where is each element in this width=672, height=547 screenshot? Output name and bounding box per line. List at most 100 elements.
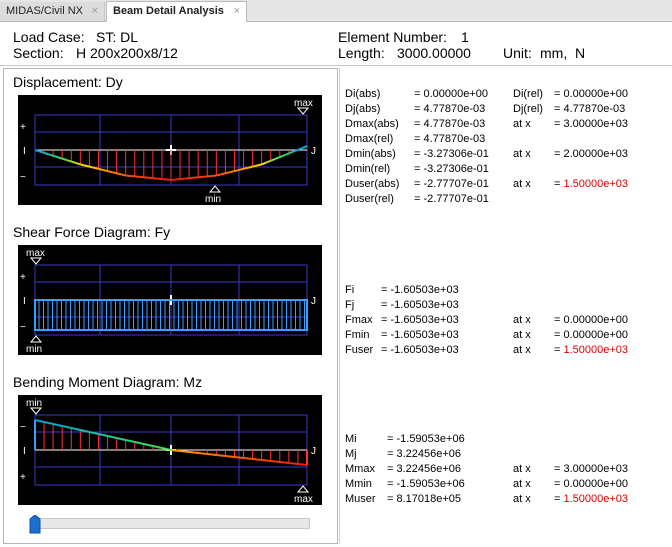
min-marker xyxy=(29,335,43,343)
moment-curve xyxy=(234,456,240,459)
moment-result-key: Mi xyxy=(345,433,357,445)
minus-sign: − xyxy=(20,422,26,433)
displacement-result-position-key: Di(rel) xyxy=(513,88,543,100)
displacement-result-key: Dmax(rel) xyxy=(345,133,394,145)
j-end-label: J xyxy=(311,146,316,157)
moment-result-position-value: = 0.00000e+00 xyxy=(554,478,629,490)
displacement-curve xyxy=(116,172,122,176)
moment-curve xyxy=(80,429,86,432)
displacement-curve xyxy=(252,164,258,168)
moment-curve xyxy=(93,432,99,435)
displacement-result-position-value: = 3.00000e+03 xyxy=(554,118,629,130)
minus-sign: − xyxy=(20,322,26,333)
shear-result-value: = -1.60503e+03 xyxy=(381,299,459,311)
displacement-result-position-key: at x xyxy=(513,148,531,160)
displacement-result-value: = -3.27306e-01 xyxy=(414,148,489,160)
element-number-label: Element Number: xyxy=(338,29,447,45)
displacement-curve xyxy=(75,162,81,166)
moment-curve xyxy=(189,451,194,454)
moment-curve xyxy=(157,446,163,449)
close-icon[interactable]: × xyxy=(233,5,240,17)
displacement-result-key: Dmax(abs) xyxy=(345,118,399,130)
moment-curve xyxy=(252,458,258,461)
moment-curve xyxy=(120,438,126,441)
moment-curve xyxy=(89,431,95,434)
moment-curve xyxy=(243,457,249,460)
section-value: H 200x200x8/12 xyxy=(76,45,178,61)
moment-result-value: = -1.59053e+06 xyxy=(387,433,465,445)
displacement-curve xyxy=(52,154,58,159)
moment-result-position-key: at x xyxy=(513,463,531,475)
load-case-label: Load Case: xyxy=(13,29,85,45)
max-label: max xyxy=(26,248,45,259)
displacement-result-position-key: Dj(rel) xyxy=(513,103,543,115)
user-position-value: 1.50000e+03 xyxy=(563,344,629,356)
shear-curve xyxy=(34,299,308,331)
plus-sign: + xyxy=(20,122,26,133)
displacement-curve xyxy=(247,165,253,169)
displacement-curve xyxy=(80,163,86,167)
moment-curve xyxy=(288,462,294,465)
shear-result-key: Fj xyxy=(345,299,355,311)
close-icon[interactable]: × xyxy=(91,5,98,17)
displacement-curve xyxy=(39,150,45,154)
max-marker xyxy=(29,257,43,265)
displacement-curve xyxy=(89,165,95,169)
moment-result-value: = 3.22456e+06 xyxy=(387,463,462,475)
displacement-curve xyxy=(297,147,303,151)
moment-curve xyxy=(57,424,63,427)
displacement-curve xyxy=(225,171,231,175)
displacement-curve xyxy=(98,167,104,171)
displacement-curve xyxy=(107,170,113,174)
j-end-label: J xyxy=(311,296,316,307)
min-label: min xyxy=(26,398,42,409)
moment-result-key: Muser xyxy=(345,493,376,505)
max-marker xyxy=(296,485,310,493)
displacement-curve xyxy=(274,156,281,160)
shear-result-key: Fuser xyxy=(345,344,374,356)
unit-value: mm, N xyxy=(540,45,586,61)
displacement-curve xyxy=(66,159,72,163)
i-end-label: I xyxy=(23,296,26,307)
moment-curve xyxy=(170,449,176,452)
tab-beam-detail-analysis[interactable]: Beam Detail Analysis × xyxy=(106,1,247,22)
moment-curve xyxy=(111,436,117,439)
moment-curve xyxy=(143,443,149,446)
moment-result-position-key: at x xyxy=(513,478,531,490)
displacement-curve xyxy=(216,173,222,177)
displacement-curve xyxy=(243,166,249,170)
displacement-curve xyxy=(256,163,262,167)
shear-result-position-key: at x xyxy=(513,344,531,356)
moment-result-position-value: = 1.50000e+03 xyxy=(554,493,629,505)
unit-label: Unit: xyxy=(503,45,532,61)
displacement-result-key: Dmin(rel) xyxy=(345,163,391,175)
displacement-curve xyxy=(261,161,267,166)
moment-curve xyxy=(75,428,81,431)
j-end-label: J xyxy=(311,446,316,457)
moment-curve xyxy=(247,457,253,460)
displacement-curve xyxy=(43,151,49,156)
tab-midas-civil[interactable]: MIDAS/Civil NX × xyxy=(0,2,105,21)
moment-curve xyxy=(238,456,244,459)
displacement-curve xyxy=(229,170,235,174)
moment-curve xyxy=(48,422,54,425)
displacement-title: Displacement: Dy xyxy=(13,74,123,90)
position-slider-track[interactable] xyxy=(33,518,310,529)
shear-result-value: = -1.60503e+03 xyxy=(381,284,459,296)
moment-curve xyxy=(193,451,199,454)
displacement-result-key: Duser(rel) xyxy=(345,193,394,205)
displacement-result-value: = 4.77870e-03 xyxy=(414,133,486,145)
moment-curve xyxy=(175,449,181,452)
moment-curve xyxy=(270,460,276,463)
displacement-result-position-key: at x xyxy=(513,178,531,190)
header-divider xyxy=(0,65,672,66)
moment-curve xyxy=(34,419,40,422)
displacement-result-key: Di(abs) xyxy=(345,88,381,100)
max-label: max xyxy=(294,98,313,109)
position-slider-thumb[interactable] xyxy=(29,515,41,534)
